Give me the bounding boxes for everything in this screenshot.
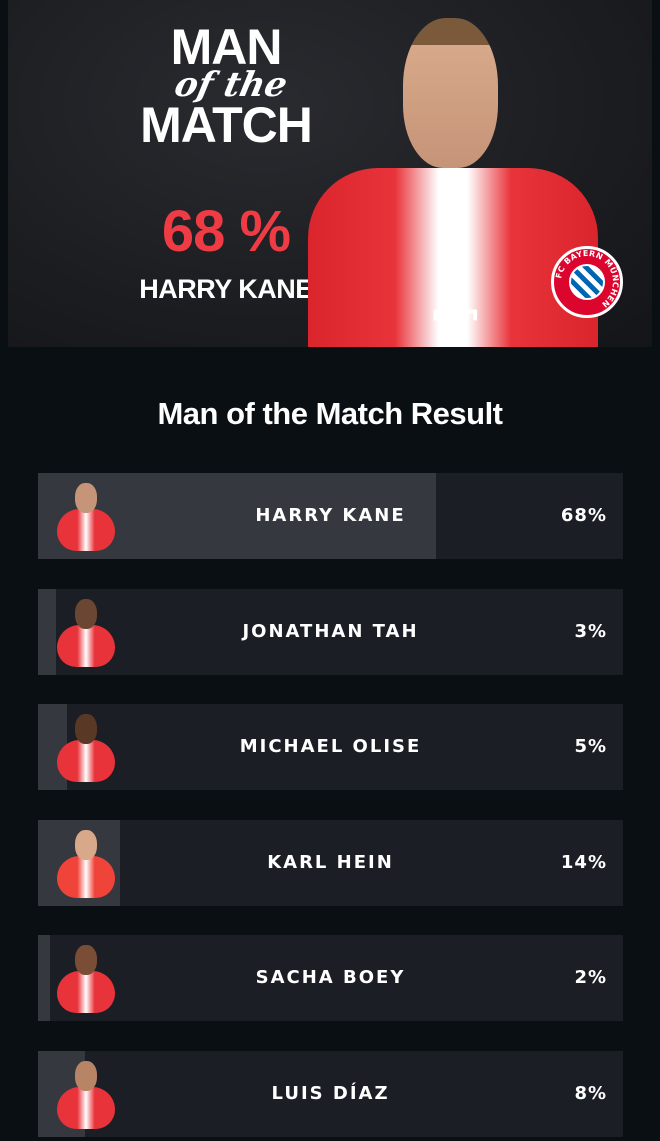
player-avatar [55,481,117,553]
vote-bar-fill [38,935,50,1021]
player-name: MICHAEL OLISE [239,736,422,757]
club-badge-ring: FC BAYERN MÜNCHEN [554,249,620,309]
hero-banner: MAN of the MATCH 68 % HARRY KANE T FC BA… [8,0,652,347]
result-row: KARL HEIN 14% [38,820,623,906]
player-avatar [55,1059,117,1131]
man-of-the-match-logo: MAN of the MATCH [140,19,313,153]
player-avatar [55,597,117,669]
player-name: LUIS DÍAZ [271,1083,390,1104]
player-percent: 14% [560,852,607,873]
player-avatar [55,712,117,784]
vote-bar-fill [38,589,56,675]
player-percent: 3% [574,621,607,642]
player-avatar [55,828,117,900]
player-percent: 68% [560,505,607,526]
result-row: MICHAEL OLISE 5% [38,704,623,790]
player-percent: 5% [574,736,607,757]
player-percent: 2% [574,967,607,988]
player-avatar [55,943,117,1015]
club-badge-text: FC BAYERN MÜNCHEN [554,249,620,309]
result-row: JONATHAN TAH 3% [38,589,623,675]
player-name: HARRY KANE [255,505,406,526]
winner-name: HARRY KANE [139,274,313,304]
result-row: SACHA BOEY 2% [38,935,623,1021]
player-name: SACHA BOEY [255,967,406,988]
winner-photo: T [308,18,598,347]
player-name: KARL HEIN [267,852,394,873]
results-title: Man of the Match Result [157,396,503,431]
player-name: JONATHAN TAH [242,621,419,642]
result-row: LUIS DÍAZ 8% [38,1051,623,1137]
result-row: HARRY KANE 68% [38,473,623,559]
winner-percent: 68 % [161,199,291,264]
club-badge-icon: FC BAYERN MÜNCHEN [551,246,623,318]
player-percent: 8% [574,1083,607,1104]
